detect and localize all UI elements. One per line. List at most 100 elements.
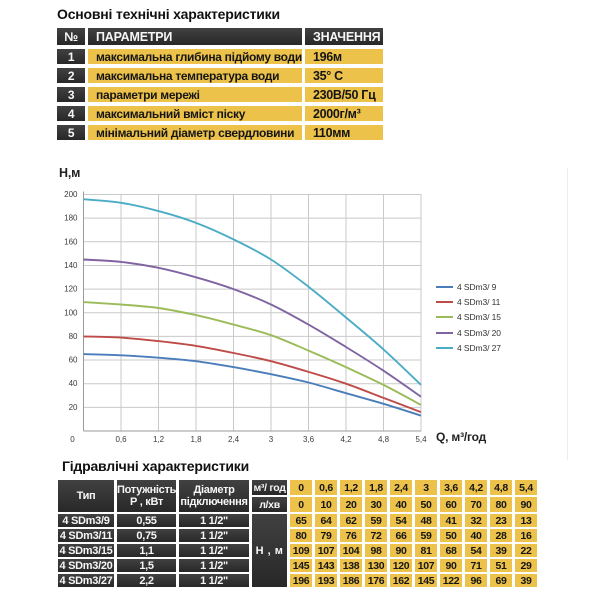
hyd-head-value: 90 [440,559,463,572]
spec-row-number: 5 [57,125,85,140]
spec-row-value: 110мм [304,125,383,140]
hyd-head-value: 68 [440,544,463,557]
hyd-col-power-header: Потужність Р , кВт [117,480,177,512]
chart-series-4-sdm3-9 [83,353,422,417]
hyd-pump-type: 4 SDm3/20 [58,559,114,572]
legend-label: 4 SDm3/ 15 [457,312,501,323]
hydraulic-table: Тип Потужність Р , кВт Діаметр підключення м³… [55,478,540,589]
chart-x-tick-label: 0,6 [115,435,127,444]
hyd-head-value: 90 [390,544,413,557]
spec-row: 5 мінімальний діаметр свердловини 110мм [57,125,383,140]
hydraulic-title: Гідравлічні характеристики [62,458,249,474]
spec-row-value: 230В/50 Гц [304,87,383,102]
legend-line-swatch [436,316,453,319]
chart-x-axis-label: Q, м³/год [436,430,487,444]
hyd-pump-power: 2,2 [117,574,177,587]
hyd-head-value: 29 [515,559,538,572]
chart-x-tick-label: 1,8 [190,435,202,444]
hyd-head-value: 176 [365,574,388,587]
spec-row-number: 1 [57,49,85,64]
spec-row-number: 3 [57,87,85,102]
hyd-col-type-header: Тип [58,480,114,512]
spec-row: 3 параметри мережі 230В/50 Гц [57,87,383,102]
hyd-head-value: 107 [415,559,438,572]
hyd-head-value: 16 [515,529,538,542]
hyd-head-value: 122 [440,574,463,587]
hyd-head-value: 40 [465,529,488,542]
chart-y-tick-label: 200 [64,190,78,199]
chart-x-tick-label: 3 [269,435,274,444]
hyd-head-value: 145 [290,559,313,572]
hyd-row: 4 SDm3/15 1,1 1 1/2" 109 107 104 98 90 81 68 54 39 2… [58,544,538,557]
hyd-pump-diameter: 1 1/2" [179,559,250,572]
spec-row-param: мінімальний діаметр свердловини [88,125,302,140]
hyd-flow-hour-header: м³/ год [252,480,288,495]
hyd-flow-hour-value: 3 [415,480,438,495]
hyd-flow-hour-value: 1,8 [365,480,388,495]
chart-y-tick-label: 180 [64,214,78,223]
page-scan-line [567,168,568,460]
hyd-flow-min-value: 90 [515,497,538,512]
legend-label: 4 SDm3/ 11 [457,296,501,307]
spec-row-value: 2000г/м³ [304,106,383,121]
hyd-flow-min-value: 20 [340,497,363,512]
hyd-head-value: 62 [340,514,363,527]
spec-col-number-header: № [57,28,85,45]
hyd-head-value: 13 [515,514,538,527]
hyd-flow-hour-value: 0 [290,480,313,495]
hyd-head-value: 48 [415,514,438,527]
chart-y-tick-label: 140 [64,261,78,270]
spec-row: 1 максимальна глибина підйому води 196м [57,49,383,64]
hyd-head-value: 79 [315,529,338,542]
hyd-col-diameter-header: Діаметр підключення [179,480,250,512]
hyd-head-value: 130 [365,559,388,572]
hyd-flow-hour-value: 1,2 [340,480,363,495]
hyd-head-value: 96 [465,574,488,587]
hyd-head-value: 72 [365,529,388,542]
hyd-pump-type: 4 SDm3/11 [58,529,114,542]
hyd-head-value: 28 [490,529,513,542]
spec-row-param: максимальна глибина підйому води [88,49,302,64]
hyd-head-value: 65 [290,514,313,527]
hyd-head-value: 71 [465,559,488,572]
hyd-flow-min-value: 0 [290,497,313,512]
chart-y-tick-label: 40 [69,379,78,388]
chart-y-tick-label: 60 [69,356,78,365]
hyd-head-value: 143 [315,559,338,572]
hyd-head-value: 69 [490,574,513,587]
legend-line-swatch [436,346,453,349]
spec-row-param: максимальна температура води [88,68,302,83]
hyd-head-value: 80 [290,529,313,542]
legend-item: 4 SDm3/ 27 [436,340,501,355]
hyd-flow-min-header: л/хв [252,497,288,512]
spec-row-value: 35° С [304,68,383,83]
hyd-flow-min-value: 70 [465,497,488,512]
spec-row-number: 2 [57,68,85,83]
legend-item: 4 SDm3/ 20 [436,325,501,340]
hyd-head-value: 41 [440,514,463,527]
hyd-head-value: 32 [465,514,488,527]
hyd-flow-min-value: 50 [415,497,438,512]
legend-item: 4 SDm3/ 15 [436,310,501,325]
hyd-pump-diameter: 1 1/2" [179,544,250,557]
hyd-pump-power: 1,5 [117,559,177,572]
hyd-head-unit-label: Н , м [252,514,288,587]
hyd-row: 4 SDm3/11 0,75 1 1/2" 80 79 76 72 66 59 50 40 28 16 [58,529,538,542]
hyd-header-row-1: Тип Потужність Р , кВт Діаметр підключення м³… [58,480,538,512]
chart-series-4-sdm3-15 [83,301,422,406]
hyd-head-value: 109 [290,544,313,557]
chart-y-tick-label: 100 [64,308,78,317]
hyd-head-value: 81 [415,544,438,557]
spec-row-number: 4 [57,106,85,121]
hyd-flow-min-value: 30 [365,497,388,512]
hyd-head-value: 138 [340,559,363,572]
hyd-row: 4 SDm3/9 0,55 1 1/2" Н , м 65 64 62 59 54 48 41 32 2… [58,514,538,587]
hyd-flow-hour-value: 5,4 [515,480,538,495]
chart-x-tick-label: 2,4 [228,435,240,444]
hyd-pump-type: 4 SDm3/9 [58,514,114,527]
spec-header-row: № ПАРАМЕТРИ ЗНАЧЕННЯ [57,28,383,45]
hyd-flow-min-value: 10 [315,497,338,512]
hyd-head-value: 50 [440,529,463,542]
spec-col-value-header: ЗНАЧЕННЯ [304,28,383,45]
